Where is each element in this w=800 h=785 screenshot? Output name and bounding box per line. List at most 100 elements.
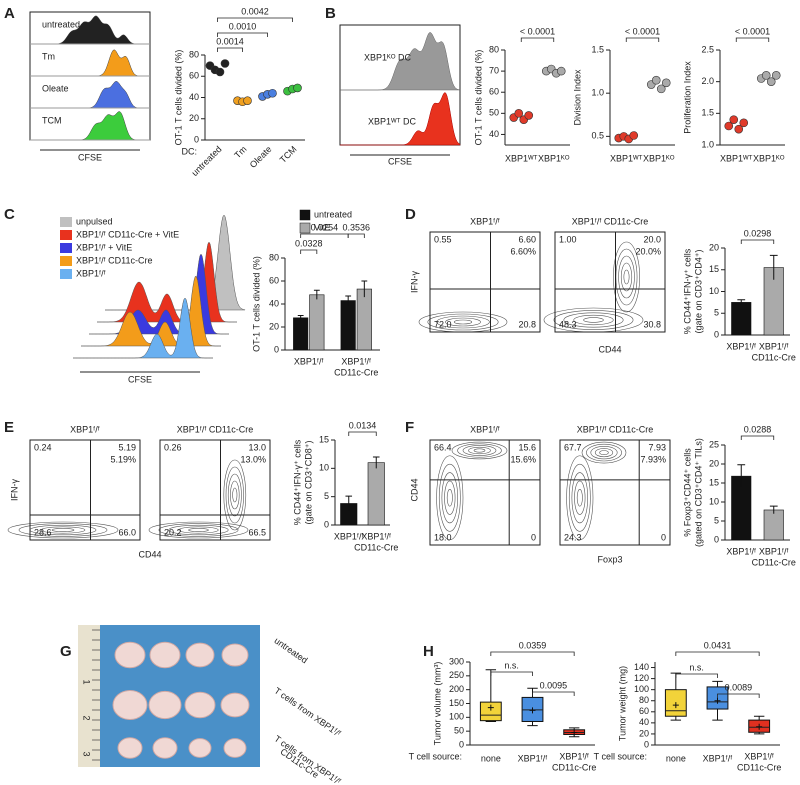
x-tick-label: XBP1ᶠ/ᶠ [759, 546, 789, 556]
quadrant-value: 66.0 [118, 527, 136, 537]
quadrant-value: 0 [531, 532, 536, 542]
box [479, 701, 502, 722]
x-tick-label: XBP1ᶠ/ᶠ [518, 753, 548, 763]
y-tick-label: 20 [189, 113, 199, 123]
quadrant-value: 20.2 [164, 527, 182, 537]
y-tick-label: 0 [194, 134, 199, 144]
x-tick-label: XBP1ᶠ/ᶠ [559, 751, 589, 761]
significance-bracket [520, 37, 555, 42]
histogram-label: XBP1ᵂᵀ DC [368, 116, 417, 126]
p-value: 0.0134 [349, 420, 377, 430]
significance-bracket [490, 651, 575, 656]
y-tick-label: 0 [459, 739, 464, 749]
contour-line [620, 262, 633, 292]
legend-swatch [60, 256, 72, 266]
y-axis-label: % CD44⁺IFN-γ⁺ cells [682, 248, 692, 334]
error-bar [769, 505, 778, 514]
error-bar [737, 464, 746, 488]
quadrant-value: 15.6 [518, 442, 536, 452]
x-axis-label: CD44 [138, 549, 161, 559]
y-tick-label: 25 [709, 439, 719, 449]
significance-bracket [347, 233, 365, 238]
significance-bracket [740, 435, 775, 440]
mean-marker [529, 707, 536, 714]
bar [293, 317, 309, 351]
x-tick-label: XBP1ᶠ/ᶠ [334, 531, 364, 541]
tumor [114, 641, 146, 669]
bar [731, 302, 752, 336]
significance-bracket [217, 17, 293, 22]
y-tick-label: 250 [449, 670, 464, 680]
data-point [761, 71, 771, 80]
plot-frame [559, 439, 671, 546]
y-tick-label: 10 [709, 496, 719, 506]
x-tick-label: none [666, 753, 686, 763]
contour-line [178, 526, 219, 534]
y-tick-label: 140 [634, 662, 649, 672]
y-tick-label: 1.5 [591, 44, 604, 54]
quadrant-value: 1.00 [559, 234, 577, 244]
x-tick-label: CD11c-Cre [354, 542, 398, 552]
x-tick-label: Oleate [248, 144, 274, 170]
quadrant-value: 66.4 [434, 442, 452, 452]
contour-line [581, 441, 627, 464]
data-point [293, 83, 302, 93]
quadrant-value: 67.7 [564, 442, 582, 452]
quadrant-value: 72.0 [434, 319, 452, 329]
p-value: 0.0095 [540, 680, 568, 690]
ruler-number: 1 [82, 679, 92, 684]
row-label: untreated [272, 635, 309, 665]
tumor [112, 690, 148, 720]
legend-swatch [60, 230, 72, 240]
significance-bracket [675, 651, 760, 656]
y-axis-label: IFN-γ [9, 479, 19, 501]
tumor [148, 690, 182, 720]
x-tick-label: XBP1ᴷᴼ [753, 153, 785, 163]
contour-line [451, 441, 508, 460]
y-axis-label: % Foxp3⁺CD44⁺ cells [682, 448, 692, 537]
y-tick-label: 5 [324, 491, 329, 501]
y-axis-label: Tumor weight (mg) [617, 666, 627, 741]
significance-bracket [217, 32, 268, 37]
p-value: 0.3536 [342, 222, 370, 232]
legend-label: XBP1ᶠ/ᶠ CD11c-Cre [76, 255, 152, 265]
y-axis-label: (gated on CD3⁺CD4⁺ TILs) [693, 438, 703, 547]
data-point [243, 96, 252, 105]
data-point [629, 131, 639, 140]
x-tick-label: TCM [278, 144, 299, 165]
data-point [556, 66, 566, 76]
quadrant-value: 18.0 [434, 532, 452, 542]
data-point [651, 75, 661, 85]
x-tick-label: XBP1ᵂᵀ [720, 153, 753, 163]
y-tick-label: 80 [189, 49, 199, 59]
plot-title: XBP1ᶠ/ᶠ CD11c-Cre [572, 216, 648, 226]
legend-label: unpulsed [76, 216, 113, 226]
y-axis-label: OT-1 T cells divided (%) [251, 256, 261, 352]
y-tick-label: 15 [709, 477, 719, 487]
x-tick-label: XBP1ᶠ/ᶠ [703, 753, 733, 763]
contour-line [586, 443, 622, 462]
y-axis-label: (gate on CD3⁺CD4⁺) [693, 249, 703, 333]
histogram-label: Tm [42, 51, 55, 61]
y-tick-label: 40 [269, 298, 279, 308]
y-axis-label: CD44 [409, 478, 419, 501]
bar [367, 462, 385, 526]
y-tick-label: 70 [489, 65, 499, 75]
y-tick-label: 2.0 [701, 76, 714, 86]
tumor [188, 738, 212, 758]
p-value: < 0.0001 [735, 26, 770, 36]
contour-line [445, 317, 481, 327]
quadrant-highlight: 13.0% [240, 454, 266, 464]
data-point [739, 118, 749, 128]
plot-title: XBP1ᶠ/ᶠ [470, 216, 500, 226]
quadrant-value: 6.60 [518, 234, 536, 244]
x-tick-label: CD11c-Cre [552, 762, 596, 772]
y-tick-label: 2.5 [701, 44, 714, 54]
contour-line [453, 319, 473, 325]
quadrant-value: 13.0 [248, 442, 266, 452]
error-bar [737, 299, 746, 305]
data-point [661, 78, 671, 88]
significance-bracket [532, 691, 575, 696]
p-value: < 0.0001 [625, 26, 660, 36]
y-tick-label: 60 [189, 71, 199, 81]
